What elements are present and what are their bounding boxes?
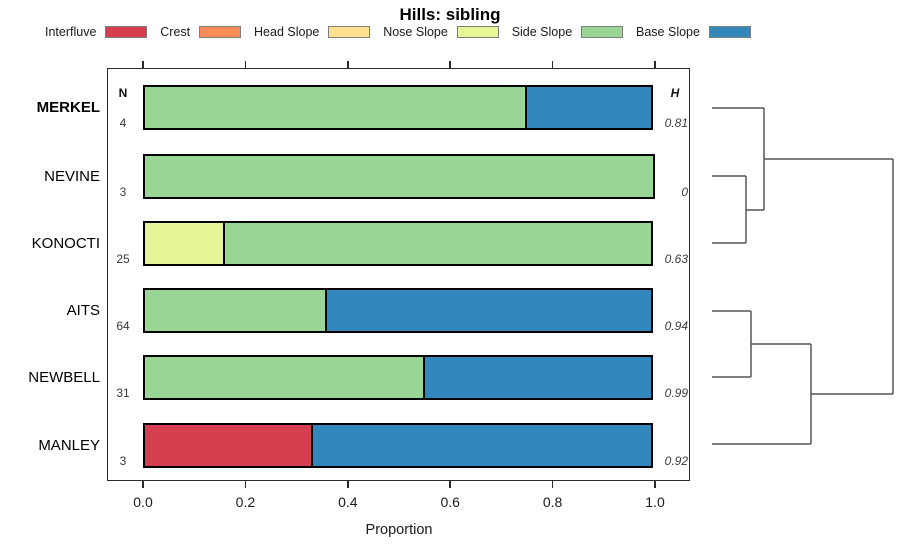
- stacked-bar: [143, 423, 653, 468]
- row-label: AITS: [66, 301, 100, 319]
- n-value: 25: [116, 252, 130, 266]
- x-axis-tick-top: [347, 61, 349, 68]
- x-axis-tick-top: [551, 61, 554, 68]
- n-value: 31: [116, 386, 130, 400]
- legend-label: Interfluve: [45, 25, 97, 39]
- h-value: 0: [681, 185, 688, 199]
- x-axis-tick-label: 0.0: [133, 494, 153, 510]
- x-axis-tick: [142, 481, 144, 488]
- legend-swatch: [581, 26, 624, 38]
- stacked-bar: [143, 85, 653, 130]
- legend-label: Head Slope: [254, 25, 320, 39]
- legend-item: Head Slope: [254, 25, 371, 39]
- legend-item: Base Slope: [636, 25, 751, 39]
- stacked-bar: [143, 355, 653, 400]
- legend-swatch: [708, 26, 751, 38]
- x-axis-tick-top: [449, 61, 451, 68]
- legend-label: Nose Slope: [383, 25, 448, 39]
- plot-frame: [107, 68, 690, 481]
- x-axis-tick-label: 0.2: [235, 494, 256, 510]
- h-value: 0.63: [664, 252, 688, 266]
- x-axis-tick-label: 0.6: [440, 494, 460, 510]
- legend-swatch: [199, 26, 242, 38]
- chart-title: Hills: sibling: [399, 5, 501, 24]
- n-value: 64: [116, 319, 130, 333]
- h-value: 0.81: [664, 116, 688, 130]
- bar-segment-base-slope: [422, 355, 653, 400]
- bar-segment-interfluve: [143, 423, 314, 468]
- h-value: 0.92: [664, 454, 688, 468]
- row-label: NEWBELL: [28, 368, 100, 386]
- x-axis-tick: [244, 481, 247, 488]
- stacked-bar: [143, 221, 653, 266]
- bar-segment-side-slope: [143, 154, 655, 199]
- x-axis-tick-label: 0.8: [542, 494, 563, 510]
- legend-item: Side Slope: [511, 25, 624, 39]
- legend-swatch: [456, 26, 499, 38]
- bar-segment-side-slope: [222, 221, 653, 266]
- legend-swatch: [105, 26, 148, 38]
- column-header-n: N: [118, 86, 128, 100]
- legend: Interfluve Crest Head Slope Nose Slope Side …: [45, 25, 751, 39]
- n-value: 3: [119, 454, 127, 468]
- stacked-bar: [143, 288, 653, 333]
- n-value: 3: [119, 185, 127, 199]
- x-axis-tick-label: 1.0: [645, 494, 665, 510]
- bar-segment-base-slope: [311, 423, 653, 468]
- stacked-bar: [143, 154, 655, 199]
- bar-segment-side-slope: [143, 288, 328, 333]
- column-header-h: H: [670, 86, 680, 100]
- h-value: 0.99: [664, 386, 688, 400]
- x-axis-tick-top: [142, 61, 144, 68]
- row-label: MANLEY: [38, 436, 100, 454]
- legend-item: Nose Slope: [383, 25, 499, 39]
- row-label: NEVINE: [44, 167, 100, 185]
- legend-label: Side Slope: [511, 25, 573, 39]
- x-axis-tick-label: 0.4: [338, 494, 358, 510]
- bar-segment-side-slope: [143, 355, 425, 400]
- legend-label: Crest: [160, 25, 191, 39]
- bar-segment-side-slope: [143, 85, 527, 130]
- x-axis-tick: [347, 481, 349, 488]
- legend-item: Crest: [160, 25, 242, 39]
- x-axis-tick: [449, 481, 451, 488]
- bar-segment-base-slope: [325, 288, 653, 333]
- legend-swatch: [328, 26, 371, 38]
- x-axis-title: Proportion: [365, 522, 433, 538]
- legend-item: Interfluve: [45, 25, 148, 39]
- x-axis-tick: [551, 481, 554, 488]
- bar-segment-nose-slope: [143, 221, 225, 266]
- row-label: MERKEL: [36, 98, 100, 116]
- n-value: 4: [119, 116, 127, 130]
- h-value: 0.94: [664, 319, 688, 333]
- legend-label: Base Slope: [636, 25, 700, 39]
- row-label: KONOCTI: [31, 234, 100, 252]
- x-axis-tick-top: [244, 61, 247, 68]
- x-axis-tick-top: [654, 61, 656, 68]
- bar-segment-base-slope: [525, 85, 653, 130]
- x-axis-tick: [654, 481, 656, 488]
